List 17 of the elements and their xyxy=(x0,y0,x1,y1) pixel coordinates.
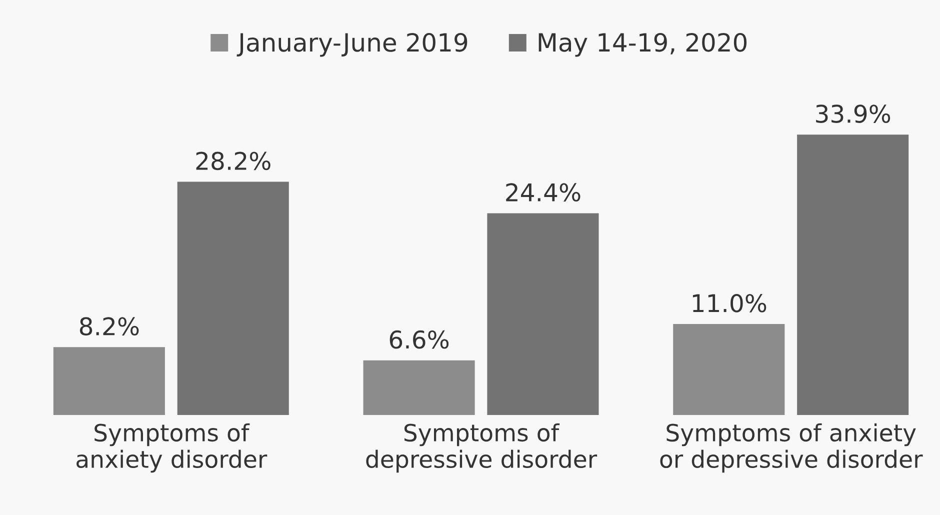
data-label: 28.2% xyxy=(196,152,270,170)
data-label: 8.2% xyxy=(80,317,139,336)
bar xyxy=(177,182,289,415)
bar xyxy=(673,324,785,415)
bar xyxy=(797,134,909,415)
x-tick-label: Symptoms of anxiety disorder xyxy=(76,423,268,473)
bar xyxy=(487,213,599,415)
x-tick-label: Symptoms of depressive disorder xyxy=(366,423,598,473)
bar xyxy=(53,347,165,415)
legend-label: May 14-19, 2020 xyxy=(538,32,747,57)
data-label: 11.0% xyxy=(692,294,766,312)
x-tick-label: Symptoms of anxiety or depressive disorder xyxy=(660,423,923,473)
legend-label: January-June 2019 xyxy=(236,32,468,57)
data-label: 6.6% xyxy=(390,330,449,349)
data-label: 33.9% xyxy=(816,104,890,123)
data-label: 24.4% xyxy=(506,183,580,202)
bar xyxy=(363,360,475,415)
